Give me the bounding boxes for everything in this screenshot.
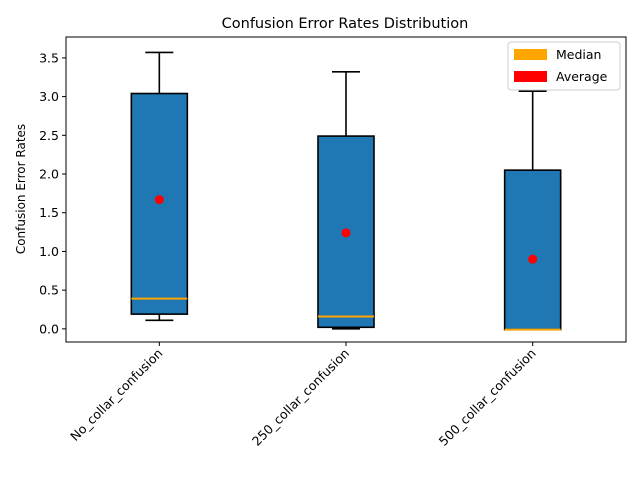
- legend: Median Average: [507, 41, 621, 91]
- legend-label-average: Average: [556, 69, 608, 84]
- y-tick-label: 3.0: [39, 89, 59, 104]
- legend-swatch-average: [514, 71, 547, 82]
- legend-swatch-median: [514, 49, 547, 60]
- x-axis: No_collar_confusion 250_collar_confusion 5…: [67, 342, 539, 449]
- chart-title: Confusion Error Rates Distribution: [222, 16, 469, 32]
- y-tick-label: 0.0: [39, 321, 59, 336]
- y-tick-label: 0.5: [39, 283, 59, 298]
- y-axis-label: Confusion Error Rates: [14, 124, 28, 254]
- box-iqr: [503, 169, 562, 331]
- y-tick-label: 1.0: [39, 244, 59, 259]
- y-axis: 0.0 0.5 1.0 1.5 2.0 2.5 3.0 3.5: [39, 50, 66, 336]
- y-tick-label: 2.0: [39, 167, 59, 182]
- box-group: [503, 90, 562, 331]
- mean-marker: [341, 228, 351, 238]
- x-tick-label: 500_collar_confusion: [436, 346, 539, 449]
- boxes-layer: [130, 51, 562, 331]
- y-tick-label: 1.5: [39, 205, 59, 220]
- y-tick-label: 3.5: [39, 50, 59, 65]
- y-tick-label: 2.5: [39, 128, 59, 143]
- mean-marker: [154, 195, 164, 205]
- x-tick-label: No_collar_confusion: [67, 346, 165, 444]
- legend-label-median: Median: [556, 47, 601, 62]
- box-group: [317, 71, 375, 330]
- x-tick-label: 250_collar_confusion: [249, 346, 352, 449]
- box-group: [130, 51, 189, 322]
- mean-marker: [528, 254, 538, 264]
